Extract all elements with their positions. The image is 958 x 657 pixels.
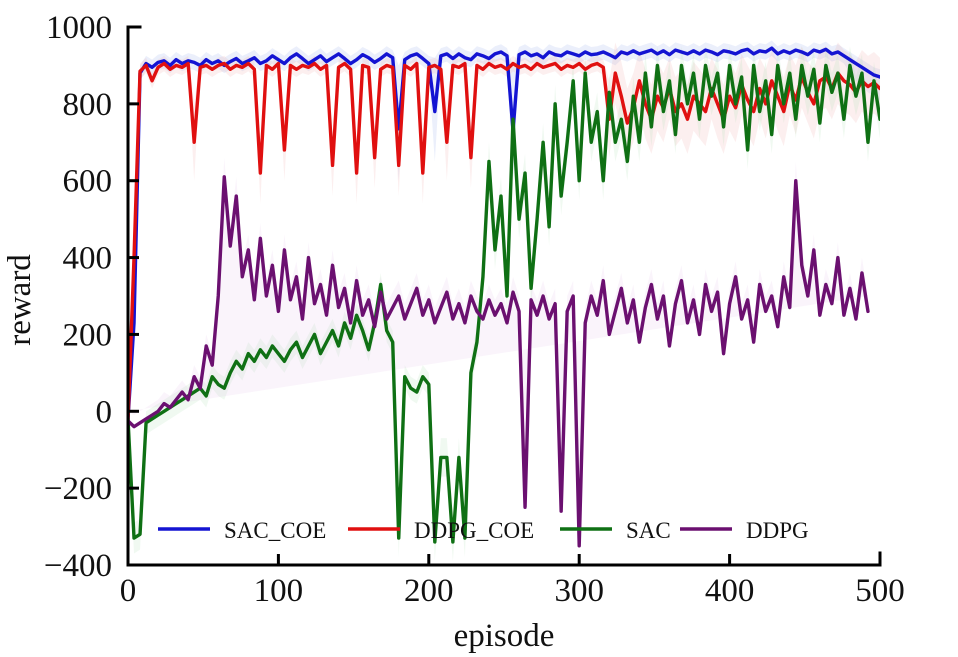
- y-tick-label: 1000: [46, 10, 112, 46]
- line-ddpg: [128, 175, 870, 548]
- y-tick-label: −200: [44, 471, 112, 507]
- band-ddpg: [128, 157, 868, 519]
- y-tick-label: 600: [63, 164, 113, 200]
- x-tick-label: 200: [404, 573, 454, 609]
- legend-label-sac: SAC: [626, 518, 671, 543]
- y-tick-label: 200: [63, 317, 113, 353]
- x-axis-title: episode: [454, 618, 555, 654]
- band-sac: [128, 46, 880, 562]
- tick-labels-layer: −400 −200 0 200 400 600 800 1000 0 100 200 300 400 50…: [44, 10, 905, 609]
- line-sac_coe: [128, 46, 880, 421]
- x-tick-label: 100: [254, 573, 304, 609]
- axes-layer: [126, 25, 882, 567]
- x-tick-label: 0: [120, 573, 137, 609]
- chart-legend: SAC_COE DDPG_COE SAC DDPG: [158, 518, 809, 543]
- y-tick-label: 0: [96, 394, 113, 430]
- confidence-bands-layer: [128, 40, 880, 562]
- legend-label-ddpg_coe: DDPG_COE: [414, 518, 534, 543]
- line-ddpg_coe: [128, 61, 880, 423]
- y-tick-label: −400: [44, 548, 112, 584]
- x-tick-label: 500: [855, 573, 905, 609]
- x-tick-label: 300: [554, 573, 604, 609]
- y-axis-title: reward: [2, 254, 38, 346]
- line-sac: [128, 63, 880, 544]
- legend-label-sac_coe: SAC_COE: [224, 518, 326, 543]
- x-tick-label: 400: [705, 573, 755, 609]
- y-tick-label: 400: [63, 241, 113, 277]
- legend-label-ddpg: DDPG: [746, 518, 809, 543]
- series-lines-layer: [128, 46, 880, 548]
- y-tick-label: 800: [63, 87, 113, 123]
